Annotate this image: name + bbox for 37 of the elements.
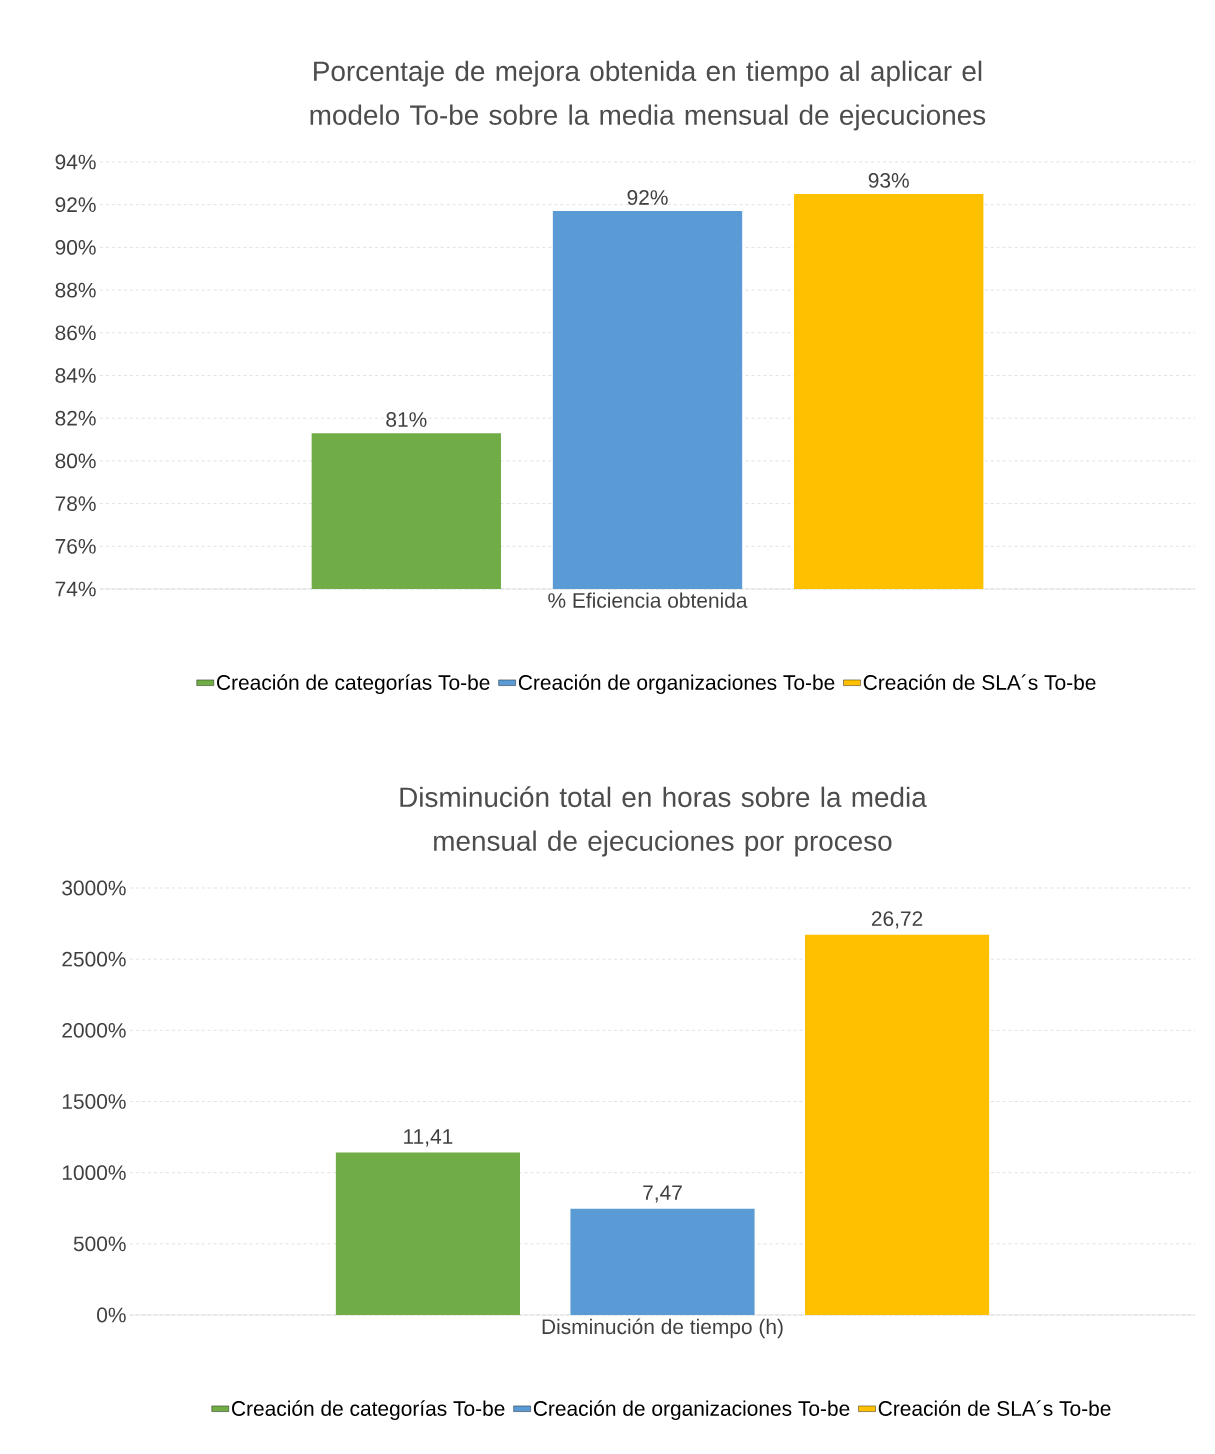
y-tick-label: 76% [55, 538, 96, 554]
y-tick-label: 78% [55, 496, 96, 511]
legend-label: Creación de SLA´s To-be [863, 674, 1096, 690]
y-tick-label: 82% [55, 410, 96, 426]
chart-title: Disminución total en horas sobre la media mensual de ejecuciones por proceso [400, 786, 927, 857]
data-label: 7,47 [643, 1185, 682, 1203]
y-tick-label: 90% [55, 239, 96, 255]
chart-title: Porcentaje de mejora obtenida en tiempo al aplicar el modelo To-be sobre la media mensual de ejecuciones [310, 60, 986, 131]
legend-label: Creación de categorías To-be [217, 674, 490, 695]
x-tick-label: % Eficiencia obtenida [548, 592, 748, 608]
y-tick-label: 1500% [62, 1094, 126, 1109]
data-label: 92% [627, 190, 668, 205]
data-label: 26,72 [871, 911, 923, 929]
y-tick-label: 84% [55, 368, 96, 383]
y-tick-label: 2500% [62, 951, 126, 967]
legend-label: Creación de SLA´s To-be [878, 1400, 1111, 1416]
y-tick-label: 74% [55, 581, 96, 597]
y-tick-label: 80% [55, 453, 96, 469]
y-tick-label: 0% [97, 1307, 126, 1323]
legend-label: Creación de categorías To-be [232, 1400, 505, 1421]
y-tick-label: 1000% [62, 1165, 126, 1181]
bar [570, 1208, 755, 1315]
y-tick-label: 500% [73, 1236, 126, 1252]
data-label: 93% [868, 173, 909, 188]
legend-label: Creación de organizaciones To-be [518, 674, 835, 695]
y-tick-label: 86% [55, 325, 96, 341]
legend-label: Creación de organizaciones To-be [533, 1400, 850, 1421]
y-tick-label: 2000% [62, 1022, 126, 1038]
data-label: 81% [386, 412, 427, 427]
y-tick-label: 92% [55, 197, 96, 213]
bar [805, 934, 990, 1315]
x-tick-label: Disminución de tiempo (h) [542, 1318, 783, 1339]
bar [335, 1152, 520, 1315]
y-tick-label: 3000% [62, 880, 126, 896]
y-tick-label: 88% [55, 282, 96, 298]
y-tick-label: 94% [55, 154, 96, 170]
data-label: 11,41 [404, 1129, 453, 1147]
